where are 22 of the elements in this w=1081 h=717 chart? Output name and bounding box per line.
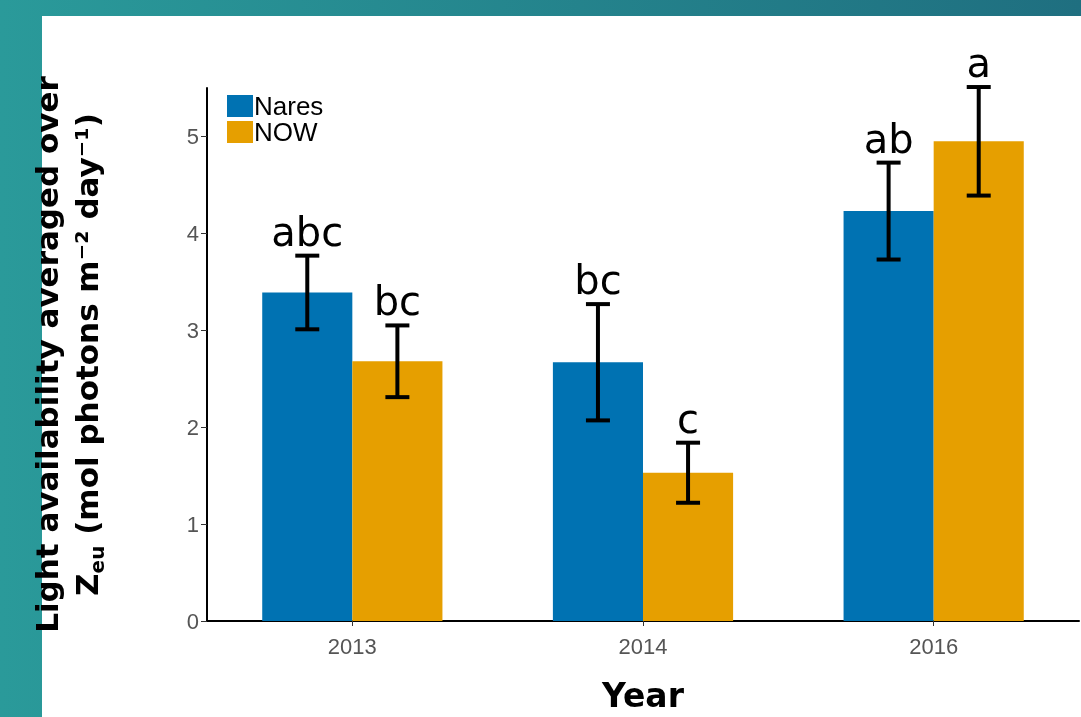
y-tick-label: 2 bbox=[186, 414, 199, 440]
data-label: bc bbox=[373, 278, 422, 325]
data-label: bc bbox=[574, 257, 622, 304]
data-label: c bbox=[677, 395, 700, 442]
bar bbox=[643, 472, 734, 621]
x-tick-label: 2013 bbox=[327, 633, 377, 659]
bar bbox=[933, 141, 1024, 621]
x-tick-label: 2014 bbox=[618, 633, 668, 659]
x-tick-label: 2016 bbox=[909, 633, 959, 659]
y-tick-label: 5 bbox=[186, 123, 199, 149]
data-label: abc bbox=[271, 208, 344, 255]
data-label: ab bbox=[863, 115, 914, 162]
y-tick-label: 3 bbox=[186, 317, 199, 343]
bar bbox=[262, 292, 353, 621]
data-label: a bbox=[966, 40, 991, 87]
bar bbox=[352, 361, 443, 621]
bar bbox=[552, 362, 643, 621]
x-axis-title: Year bbox=[601, 676, 685, 715]
bar bbox=[843, 211, 934, 621]
y-tick-label: 4 bbox=[186, 220, 199, 246]
y-tick-label: 0 bbox=[186, 608, 199, 634]
y-tick-label: 1 bbox=[186, 511, 199, 537]
